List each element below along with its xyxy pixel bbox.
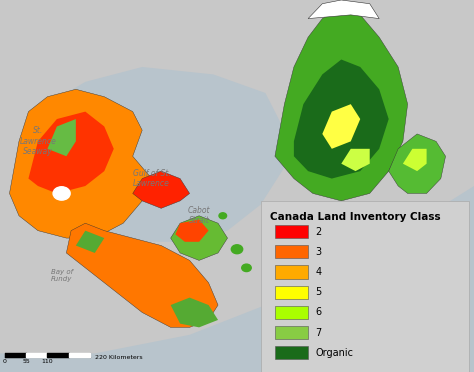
Bar: [275, 266, 308, 279]
Polygon shape: [275, 7, 408, 201]
Polygon shape: [389, 134, 446, 193]
Text: 6: 6: [315, 307, 321, 317]
Text: 4: 4: [315, 267, 321, 277]
Text: 2: 2: [315, 227, 321, 237]
Polygon shape: [133, 171, 190, 208]
Text: Gulf of St.
Lawrence: Gulf of St. Lawrence: [133, 169, 171, 188]
Polygon shape: [175, 219, 209, 242]
Polygon shape: [403, 149, 427, 171]
Text: 7: 7: [315, 328, 321, 338]
Polygon shape: [308, 0, 379, 19]
Polygon shape: [322, 104, 360, 149]
Polygon shape: [171, 216, 228, 260]
Bar: [275, 245, 308, 259]
Polygon shape: [24, 67, 284, 242]
Polygon shape: [66, 223, 218, 327]
Polygon shape: [28, 112, 114, 193]
FancyBboxPatch shape: [261, 201, 469, 372]
Text: 0: 0: [3, 359, 7, 364]
Circle shape: [231, 245, 243, 254]
Bar: [275, 326, 308, 339]
Circle shape: [242, 264, 251, 272]
Polygon shape: [0, 186, 474, 372]
Bar: [275, 346, 308, 359]
Bar: [275, 225, 308, 238]
Text: Cabot
Strait: Cabot Strait: [188, 206, 210, 225]
Polygon shape: [9, 89, 152, 238]
Text: 220 Kilometers: 220 Kilometers: [95, 355, 142, 360]
Text: 110: 110: [42, 359, 53, 364]
Bar: [275, 286, 308, 299]
Text: Canada Land Inventory Class: Canada Land Inventory Class: [270, 212, 441, 222]
Text: 3: 3: [315, 247, 321, 257]
Polygon shape: [171, 298, 218, 327]
Text: St.
Lawrence
Seaway: St. Lawrence Seaway: [19, 126, 56, 156]
Polygon shape: [341, 149, 370, 171]
Polygon shape: [294, 60, 389, 179]
Circle shape: [219, 213, 227, 219]
Text: 55: 55: [22, 359, 30, 364]
Text: 5: 5: [315, 287, 321, 297]
Text: Organic: Organic: [315, 348, 353, 358]
Circle shape: [53, 187, 70, 200]
Polygon shape: [76, 231, 104, 253]
Polygon shape: [47, 119, 76, 156]
Bar: [275, 306, 308, 319]
Text: Bay of
Fundy: Bay of Fundy: [51, 269, 73, 282]
